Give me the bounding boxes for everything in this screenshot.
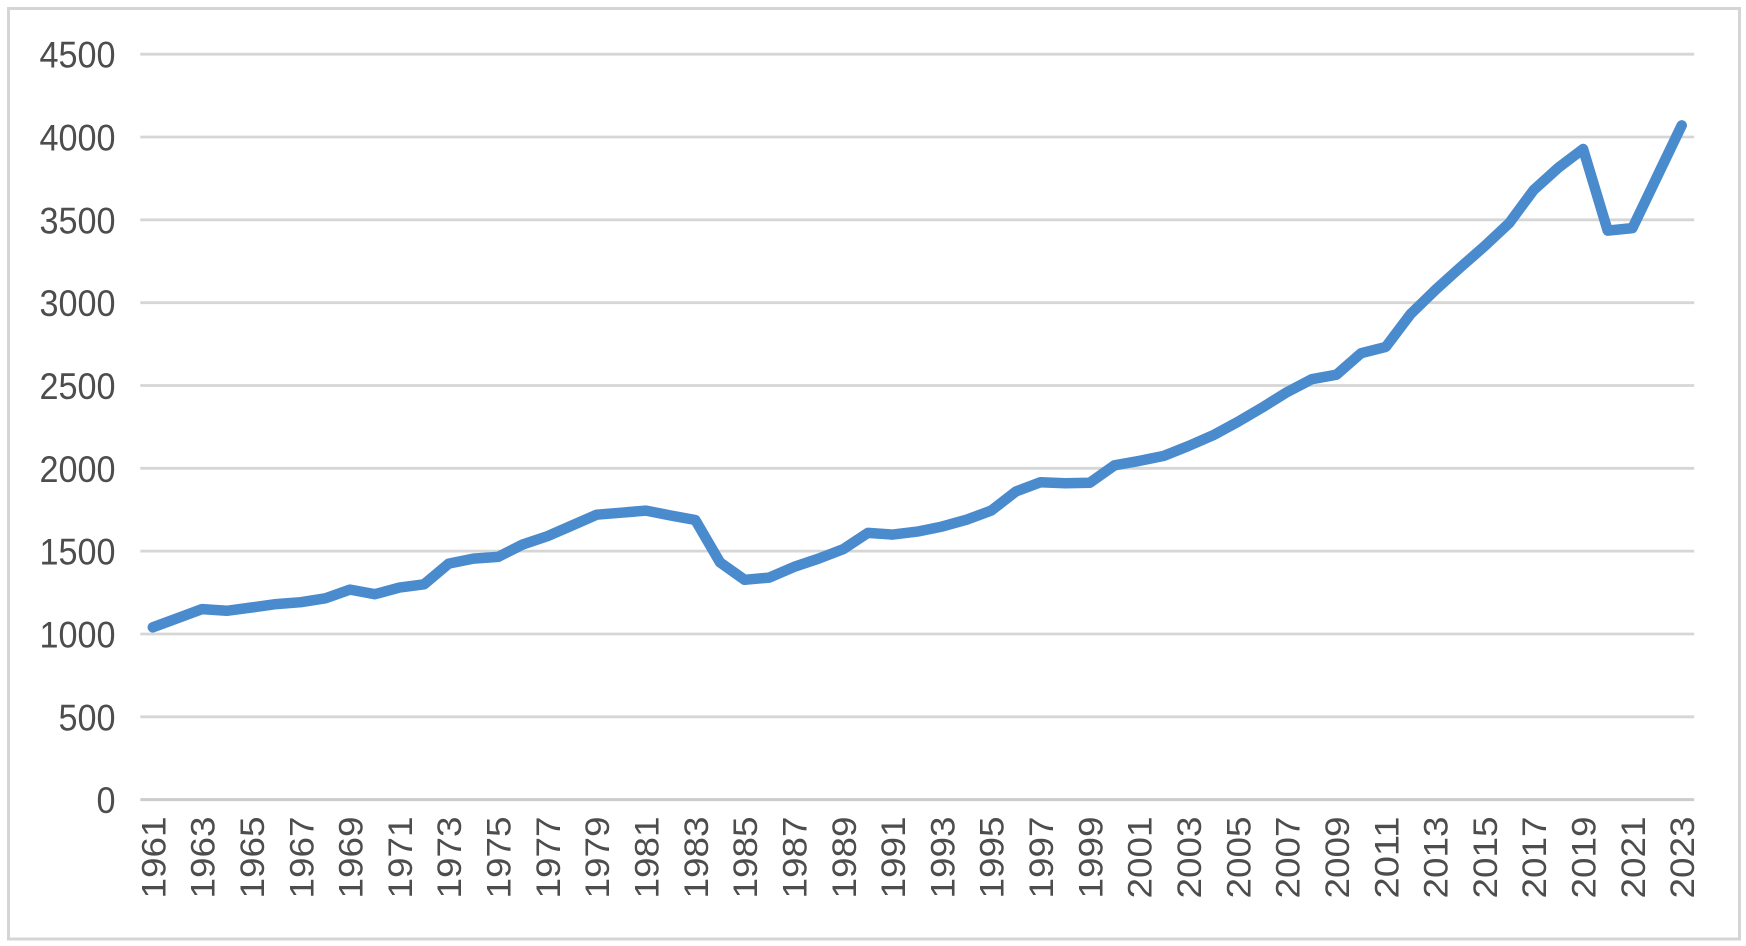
svg-text:0: 0 — [97, 780, 116, 821]
svg-text:1995: 1995 — [974, 817, 1012, 899]
svg-text:3000: 3000 — [40, 283, 116, 324]
svg-text:1971: 1971 — [382, 817, 420, 899]
svg-text:1000: 1000 — [40, 615, 116, 656]
svg-text:2019: 2019 — [1566, 817, 1604, 899]
svg-text:2013: 2013 — [1418, 817, 1456, 899]
svg-text:1983: 1983 — [678, 817, 716, 899]
svg-text:2003: 2003 — [1171, 817, 1209, 899]
svg-text:1975: 1975 — [481, 817, 519, 899]
svg-text:2007: 2007 — [1270, 817, 1308, 899]
svg-text:2000: 2000 — [40, 449, 116, 490]
svg-text:2015: 2015 — [1467, 817, 1505, 899]
svg-text:1993: 1993 — [924, 817, 962, 899]
svg-text:1967: 1967 — [283, 817, 321, 899]
svg-text:2017: 2017 — [1516, 817, 1554, 899]
svg-text:2005: 2005 — [1220, 817, 1258, 899]
svg-text:1989: 1989 — [826, 817, 864, 899]
svg-text:4500: 4500 — [40, 35, 116, 76]
svg-text:2011: 2011 — [1368, 817, 1406, 899]
svg-text:1979: 1979 — [579, 817, 617, 899]
svg-text:500: 500 — [59, 697, 116, 738]
svg-text:2001: 2001 — [1122, 817, 1160, 899]
svg-text:1973: 1973 — [431, 817, 469, 899]
svg-text:2009: 2009 — [1319, 817, 1357, 899]
svg-text:1969: 1969 — [333, 817, 371, 899]
svg-text:1985: 1985 — [727, 817, 765, 899]
svg-text:1981: 1981 — [629, 817, 667, 899]
svg-text:2500: 2500 — [40, 366, 116, 407]
svg-text:1963: 1963 — [185, 817, 223, 899]
svg-text:1999: 1999 — [1072, 817, 1110, 899]
svg-text:1987: 1987 — [777, 817, 815, 899]
svg-text:1961: 1961 — [135, 817, 173, 899]
svg-text:1500: 1500 — [40, 532, 116, 573]
svg-text:1977: 1977 — [530, 817, 568, 899]
svg-text:3500: 3500 — [40, 200, 116, 241]
svg-text:2023: 2023 — [1664, 817, 1702, 899]
svg-text:2021: 2021 — [1615, 817, 1653, 899]
svg-text:1965: 1965 — [234, 817, 272, 899]
svg-text:1997: 1997 — [1023, 817, 1061, 899]
svg-text:1991: 1991 — [875, 817, 913, 899]
svg-text:4000: 4000 — [40, 118, 116, 159]
